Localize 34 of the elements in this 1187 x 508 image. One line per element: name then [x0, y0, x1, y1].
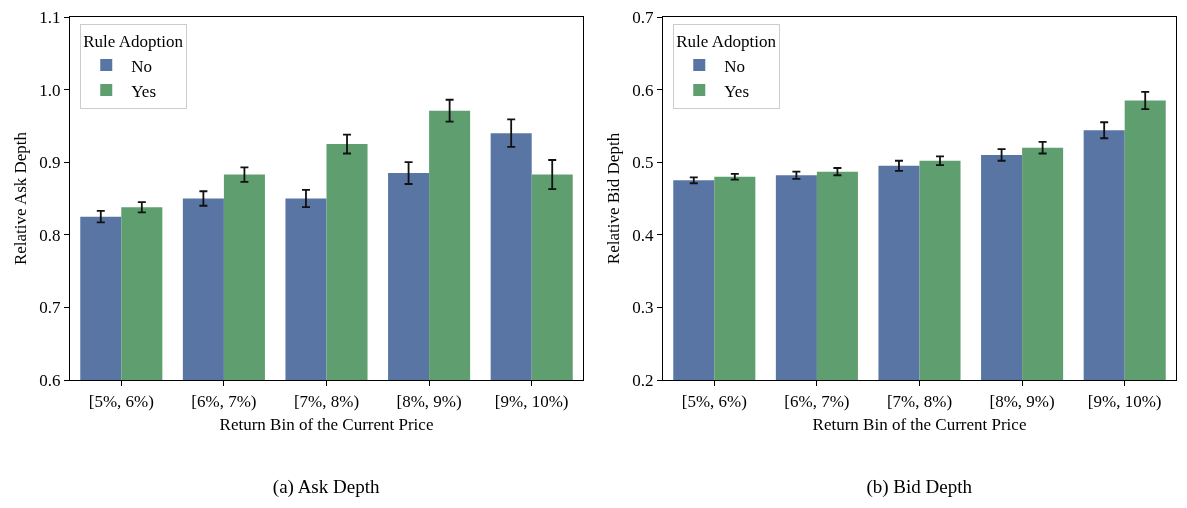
- x-tick-label: [9%, 10%): [1087, 391, 1162, 411]
- y-axis-title: Relative Ask Depth: [10, 131, 30, 266]
- x-tick-label: [7%, 8%): [293, 391, 360, 411]
- x-tick-label: [6%, 7%): [784, 391, 850, 411]
- legend-label: No: [724, 56, 746, 76]
- text: (b) Bid Depth: [866, 475, 973, 498]
- legend-label: No: [131, 56, 153, 76]
- text: (a) Ask Depth: [272, 475, 380, 498]
- x-tick-label: [8%, 9%): [989, 391, 1055, 411]
- y-tick-label: 0.2: [632, 370, 654, 390]
- y-tick-label: 0.3: [632, 298, 654, 318]
- x-tick-label: [6%, 7%): [191, 391, 257, 411]
- x-axis-title: Return Bin of the Current Price: [812, 414, 1027, 434]
- legend-title: Rule Adoption: [83, 32, 184, 52]
- y-axis-title: Relative Bid Depth: [603, 132, 623, 265]
- y-tick-label: 0.7: [39, 298, 61, 318]
- y-tick-label: 1.1: [39, 7, 61, 27]
- y-tick-label: 0.8: [39, 225, 61, 245]
- x-tick-label: [8%, 9%): [396, 391, 462, 411]
- y-tick-label: 0.9: [39, 153, 61, 173]
- y-tick-label: 0.7: [632, 7, 654, 27]
- y-tick-label: 0.4: [632, 225, 654, 245]
- x-axis-title: Return Bin of the Current Price: [219, 414, 434, 434]
- x-tick-label: [5%, 6%): [681, 391, 747, 411]
- x-tick-label: [5%, 6%): [88, 391, 154, 411]
- legend-title: Rule Adoption: [676, 32, 777, 52]
- y-tick-label: 0.5: [632, 153, 654, 173]
- y-tick-label: 0.6: [632, 80, 654, 100]
- x-tick-label: [9%, 10%): [494, 391, 569, 411]
- legend-label: Yes: [131, 81, 157, 101]
- legend-label: Yes: [724, 81, 750, 101]
- y-tick-label: 0.6: [39, 370, 61, 390]
- y-tick-label: 1.0: [39, 80, 61, 100]
- x-tick-label: [7%, 8%): [886, 391, 953, 411]
